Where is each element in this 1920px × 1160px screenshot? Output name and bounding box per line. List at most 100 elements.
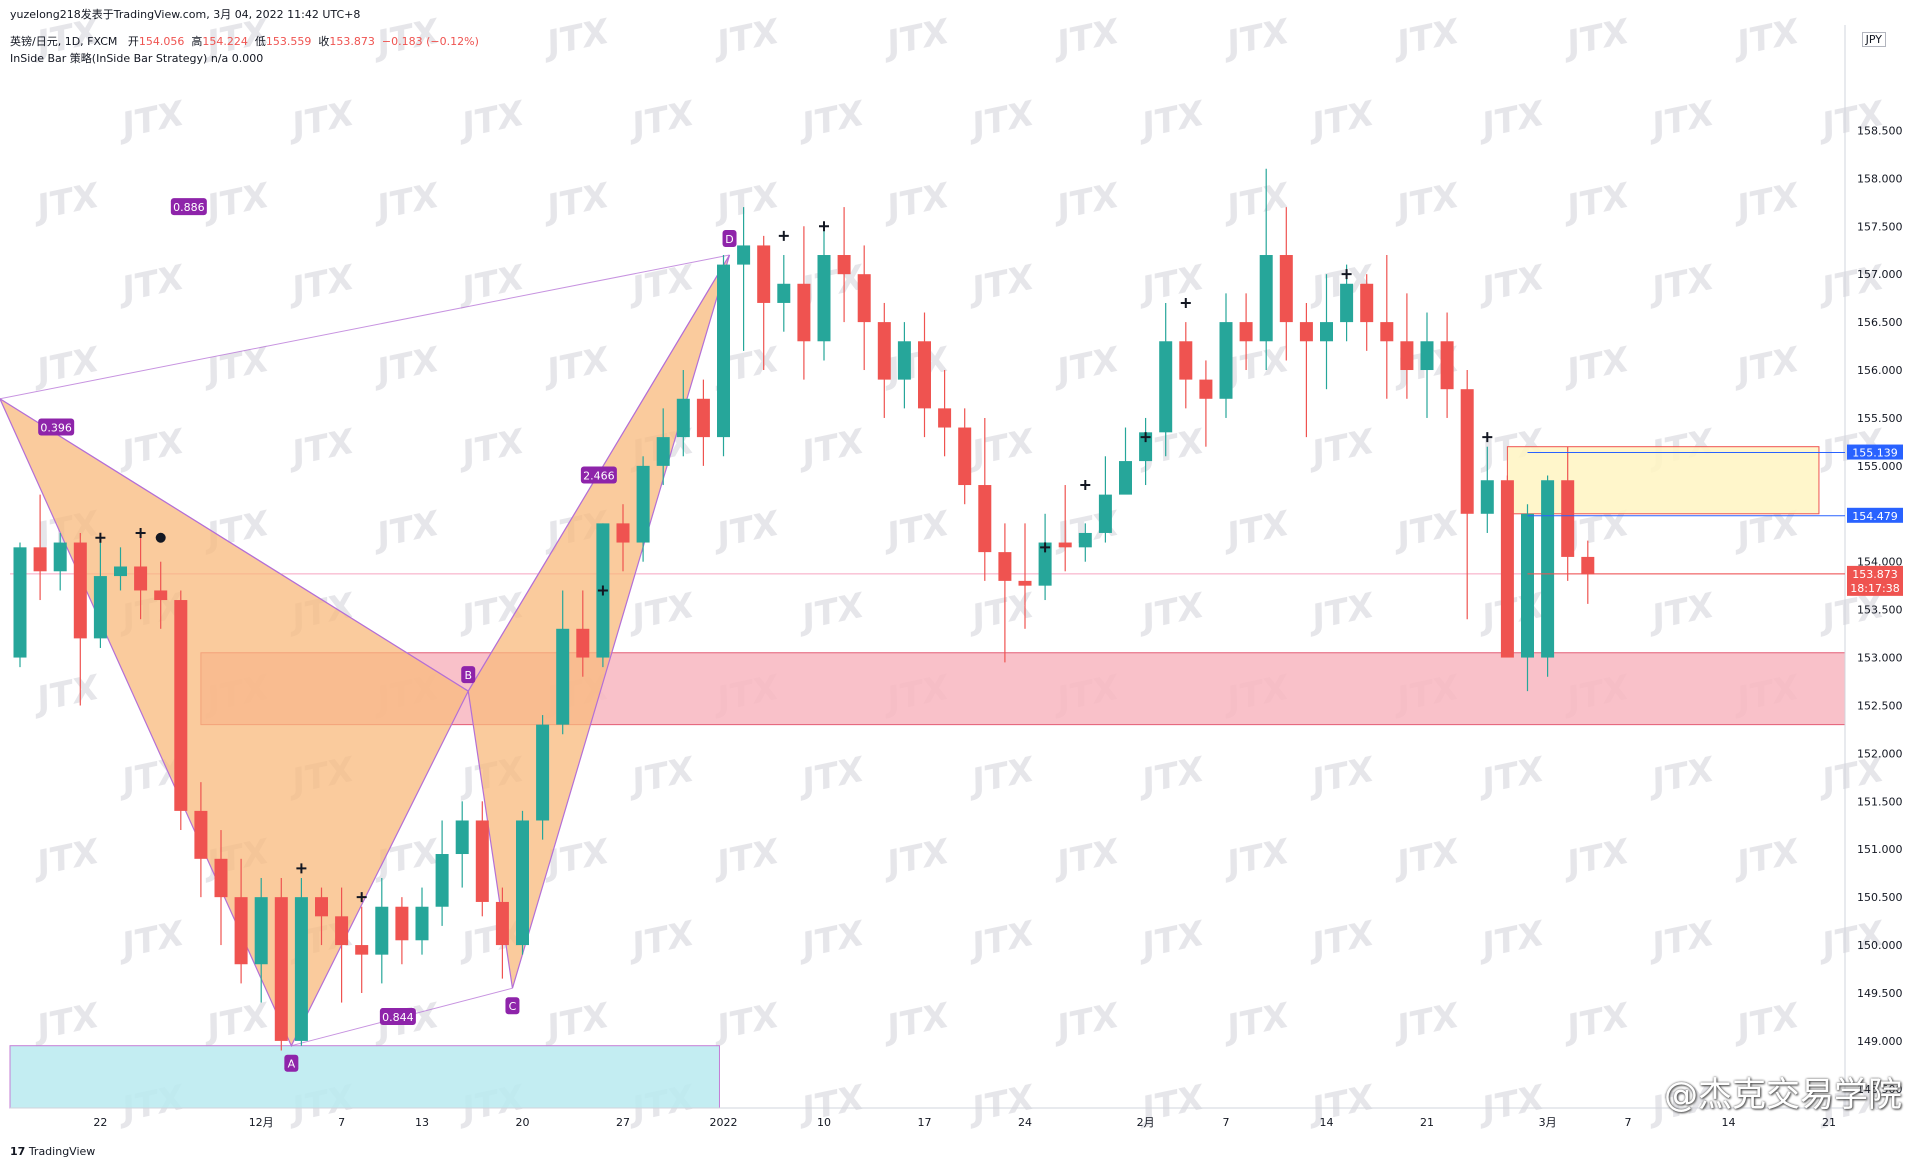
jtx-watermark: JTX: [1558, 339, 1635, 393]
x-tick-label: 12月: [249, 1116, 274, 1129]
signal-dot: [155, 532, 166, 543]
low-label: 低: [254, 35, 266, 48]
jtx-watermark: JTX: [283, 93, 360, 147]
jtx-watermark: JTX: [113, 421, 190, 475]
jtx-watermark: JTX: [708, 503, 785, 557]
candle-up: [114, 566, 127, 577]
y-tick-label: 148.500: [1857, 1083, 1903, 1096]
x-tick-label: 21: [1822, 1116, 1836, 1129]
candle-down: [1380, 322, 1394, 342]
jtx-watermark: JTX: [1303, 421, 1380, 475]
candle-down: [355, 945, 369, 955]
jtx-watermark: JTX: [1048, 503, 1125, 557]
jtx-watermark: JTX: [1643, 585, 1720, 639]
jtx-watermark: JTX: [623, 93, 700, 147]
ratio-badge: [379, 1007, 416, 1025]
candle-up: [1320, 322, 1333, 342]
jtx-watermark: JTX: [1473, 93, 1550, 147]
ratio-label: 0.844: [382, 1011, 414, 1024]
jtx-watermark: JTX: [1728, 831, 1805, 885]
candle-up: [13, 547, 27, 658]
x-tick-label: 17: [918, 1116, 932, 1129]
jtx-watermark: JTX: [198, 175, 275, 229]
jtx-watermark: JTX: [538, 11, 615, 65]
jtx-watermark: JTX: [793, 585, 870, 639]
candle-down: [918, 341, 931, 409]
candle-up: [1340, 283, 1354, 323]
x-tick-label: 21: [1420, 1116, 1434, 1129]
jtx-watermark: JTX: [623, 913, 700, 967]
x-tick-label: 13: [415, 1116, 429, 1129]
candle-down: [1581, 556, 1595, 575]
signal-plus: [778, 230, 789, 241]
jtx-watermark: JTX: [708, 831, 785, 885]
candle-down: [998, 552, 1012, 581]
candle-down: [1299, 322, 1313, 342]
jtx-watermark: JTX: [878, 503, 955, 557]
candle-up: [676, 398, 690, 438]
pattern-link-XB: [0, 398, 469, 692]
candle-up: [1219, 322, 1233, 399]
candle-down: [1561, 480, 1575, 557]
signal-plus: [1482, 432, 1493, 443]
x-tick-label: 3月: [1539, 1116, 1557, 1129]
jtx-watermark: JTX: [963, 93, 1040, 147]
x-tick-label: 2月: [1137, 1116, 1155, 1129]
candle-up: [1159, 341, 1173, 433]
candle-down: [1018, 580, 1032, 586]
jtx-watermark: JTX: [538, 995, 615, 1049]
tradingview-logo[interactable]: 17 TradingView: [10, 1145, 95, 1158]
y-tick-label: 156.000: [1857, 364, 1903, 377]
harmonic-pattern-layer: A B C D 0.396 2.466 0.844 0.886: [0, 198, 737, 1072]
jtx-watermark: JTX: [453, 421, 530, 475]
jtx-watermark: JTX: [1303, 1077, 1380, 1131]
jtx-watermark: JTX: [283, 257, 360, 311]
signal-plus: [1040, 542, 1051, 553]
jtx-watermark: JTX: [113, 93, 190, 147]
candle-up: [93, 576, 107, 639]
jtx-watermark: JTX: [1133, 93, 1210, 147]
signal-plus: [1341, 269, 1352, 280]
x-tick-label: 7: [1223, 1116, 1230, 1129]
point-b-badge: [461, 666, 476, 684]
candle-up: [777, 283, 791, 303]
y-tick-label: 150.000: [1857, 939, 1903, 952]
candle-up: [536, 724, 550, 821]
signal-plus: [597, 585, 608, 596]
jtx-watermark: JTX: [623, 749, 700, 803]
jtx-watermark: JTX: [283, 421, 360, 475]
candle-down: [616, 523, 630, 543]
jtx-watermark: JTX: [368, 175, 445, 229]
candle-up: [294, 897, 308, 1041]
candle-up: [1420, 341, 1434, 371]
signal-plus: [1140, 432, 1151, 443]
jtx-watermark: JTX: [28, 995, 105, 1049]
candle-up: [1038, 542, 1052, 586]
jtx-watermark: JTX: [1558, 831, 1635, 885]
y-tick-label: 153.500: [1857, 604, 1903, 617]
jtx-watermark: JTX: [793, 913, 870, 967]
signal-plus: [135, 527, 146, 538]
weibo-watermark: @杰克交易学院: [1664, 1075, 1902, 1115]
x-tick-label: 22: [93, 1116, 107, 1129]
signal-plus: [356, 892, 367, 903]
jtx-watermark: JTX: [623, 585, 700, 639]
candle-up: [1541, 480, 1555, 658]
candle-down: [214, 858, 228, 898]
price-tag-badge: [1847, 565, 1903, 596]
jtx-watermark: JTX: [1728, 339, 1805, 393]
candles-layer: [13, 168, 1595, 1051]
indicator-line[interactable]: InSide Bar 策略(InSide Bar Strategy) n/a 0…: [10, 52, 264, 65]
currency-badge[interactable]: JPY: [1861, 32, 1886, 47]
candle-down: [154, 590, 168, 601]
candle-up: [656, 437, 670, 466]
candle-up: [375, 906, 389, 955]
x-tick-label: 24: [1018, 1116, 1032, 1129]
candle-down: [1360, 283, 1374, 323]
candle-down: [1279, 255, 1293, 323]
y-tick-label: 152.500: [1857, 699, 1903, 712]
y-tick-label: 149.000: [1857, 1035, 1903, 1048]
point-d-label: D: [725, 233, 733, 246]
point-b-label: B: [464, 669, 472, 682]
